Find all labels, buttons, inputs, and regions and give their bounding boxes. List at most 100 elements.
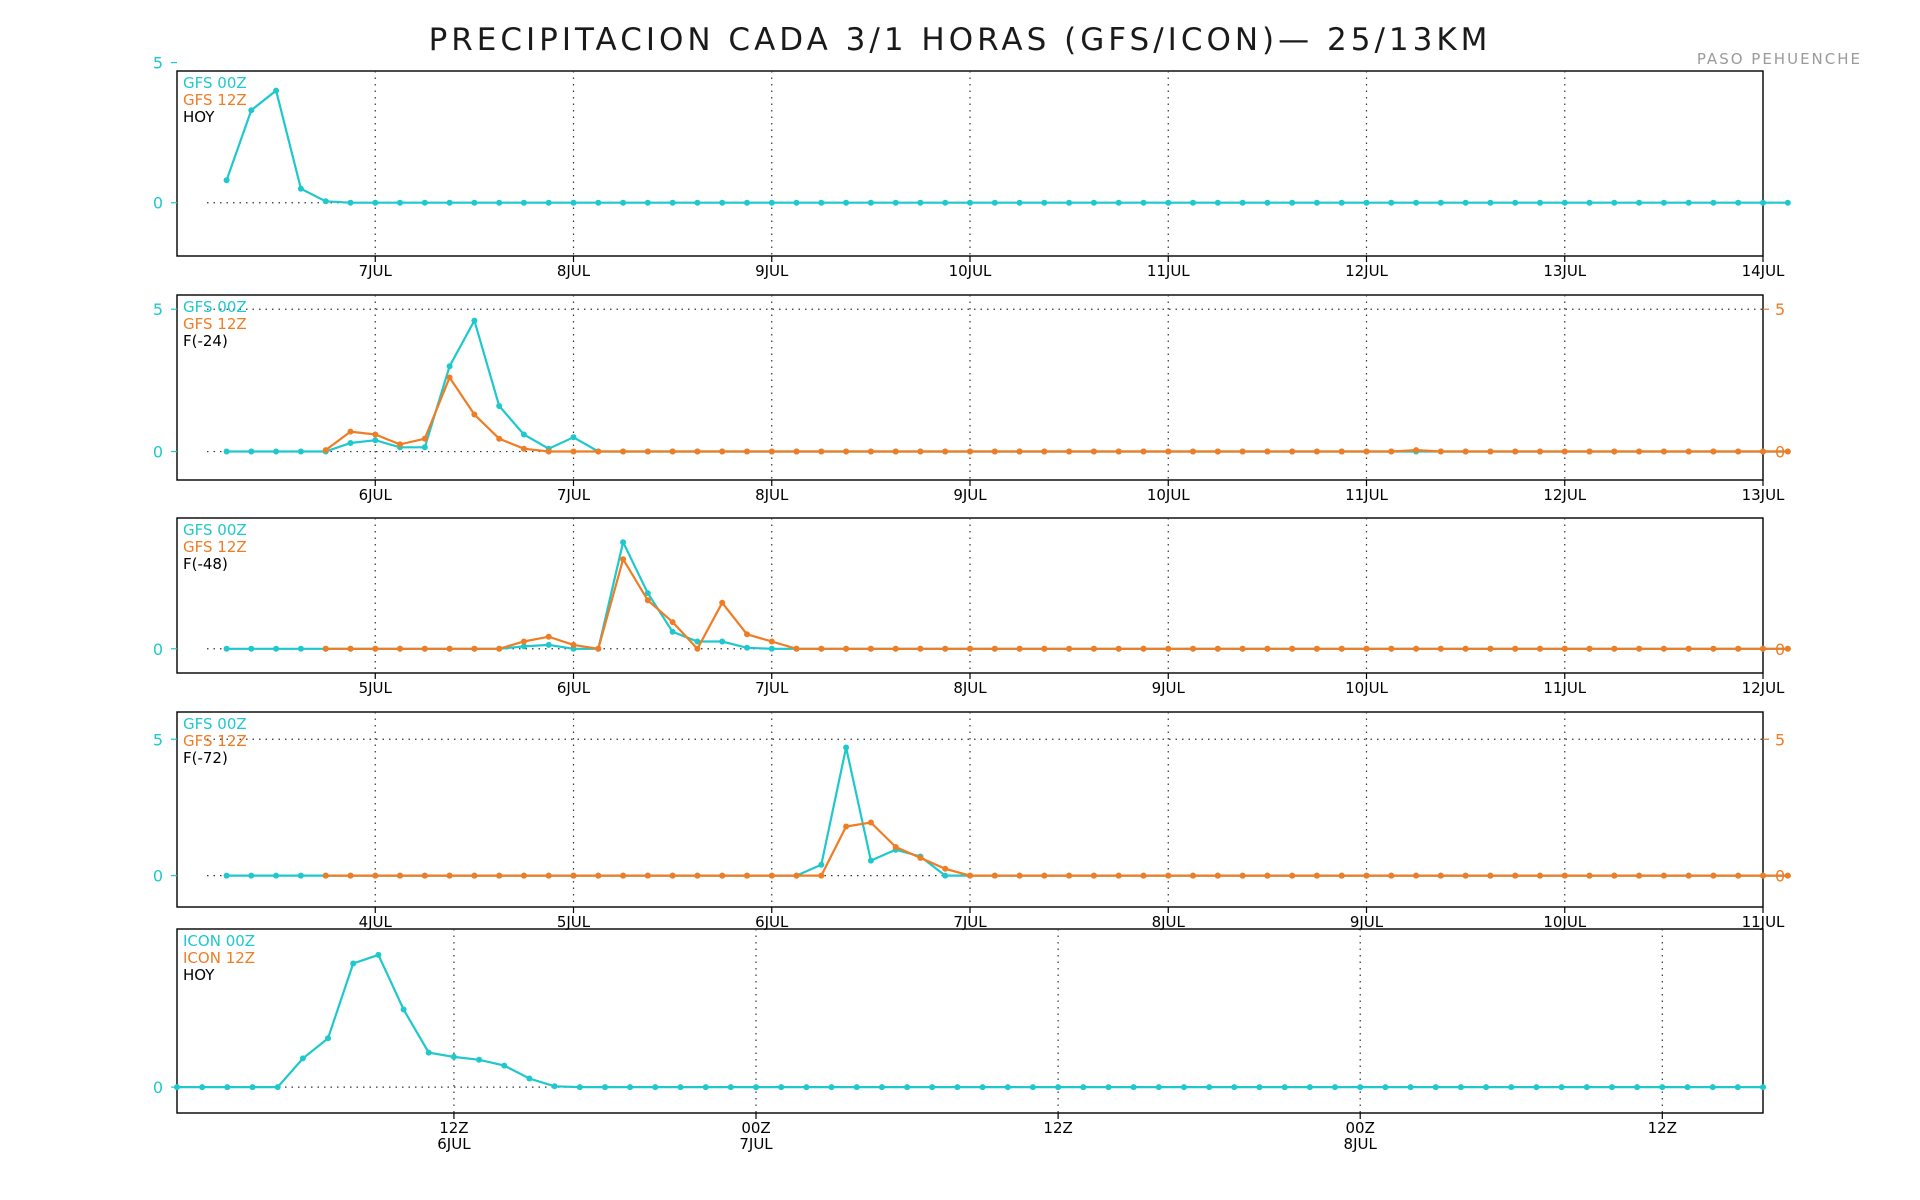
series-line-cyan	[226, 538, 1788, 650]
data-point	[828, 1084, 835, 1091]
x-tick-label-date: 6JUL	[437, 1135, 471, 1153]
data-point	[1313, 872, 1320, 879]
data-point	[372, 872, 379, 879]
data-point	[223, 872, 230, 879]
data-point	[1190, 448, 1196, 455]
data-point	[199, 1084, 206, 1091]
data-point	[520, 199, 527, 206]
data-point	[325, 1035, 331, 1042]
data-point	[917, 645, 924, 652]
data-point	[1066, 872, 1073, 879]
data-point	[299, 1055, 306, 1062]
data-point	[1090, 872, 1097, 879]
data-point	[496, 645, 503, 652]
data-point	[1537, 199, 1543, 206]
data-point	[878, 1084, 885, 1091]
data-point	[1611, 448, 1618, 455]
data-point	[694, 448, 701, 455]
panel-2: 6JUL 7JUL 8JUL 9JUL 10JUL 11JUL 12JUL 13JUL5050…	[153, 294, 1791, 504]
legend-entry: F(-48)	[183, 555, 228, 573]
data-point	[1611, 645, 1618, 652]
x-tick-label: 00Z	[1346, 1119, 1375, 1137]
data-point	[1586, 645, 1593, 652]
data-point	[904, 1084, 911, 1091]
legend-entry: GFS 12Z	[183, 91, 247, 109]
data-point	[595, 448, 602, 455]
data-point	[1055, 1084, 1062, 1091]
data-point	[273, 448, 280, 455]
legend-entry: GFS 00Z	[183, 298, 247, 316]
data-point	[1332, 1084, 1338, 1091]
data-point	[1004, 1084, 1011, 1091]
data-point	[1289, 872, 1296, 879]
data-point	[372, 199, 379, 206]
data-point	[644, 872, 651, 879]
data-point	[652, 1084, 659, 1091]
data-point	[620, 539, 627, 546]
data-point	[1660, 645, 1667, 652]
data-point	[1363, 448, 1370, 455]
data-point	[297, 872, 304, 879]
data-point	[1066, 199, 1073, 206]
x-tick-label: 7JUL	[359, 262, 393, 280]
x-tick-label: 9JUL	[1350, 913, 1384, 931]
y-tick-label-left: 5	[153, 730, 163, 749]
data-point	[1289, 645, 1296, 652]
data-point	[421, 645, 428, 652]
x-tick-label: 6JUL	[755, 913, 789, 931]
data-point	[570, 434, 577, 441]
data-point	[1140, 199, 1147, 206]
data-point	[1206, 1084, 1213, 1091]
data-point	[702, 1084, 709, 1091]
data-point	[677, 1084, 684, 1091]
data-point	[744, 199, 750, 206]
data-point	[967, 645, 973, 652]
data-point	[322, 198, 329, 205]
data-point	[223, 448, 230, 455]
data-point	[1140, 645, 1147, 652]
data-point	[520, 638, 527, 645]
data-point	[425, 1049, 432, 1056]
data-point	[1140, 448, 1147, 455]
data-point	[644, 199, 651, 206]
x-tick-label: 10JUL	[949, 262, 992, 280]
data-point	[1016, 645, 1023, 652]
data-point	[1537, 645, 1543, 652]
data-point	[867, 857, 874, 864]
legend-entry: ICON 00Z	[183, 932, 255, 950]
data-point	[991, 645, 998, 652]
data-point	[372, 431, 379, 438]
data-point	[843, 823, 850, 830]
y-tick-label-left: 5	[153, 54, 163, 73]
data-point	[1016, 872, 1023, 879]
x-tick-label: 6JUL	[557, 679, 591, 697]
data-point	[1281, 1084, 1288, 1091]
series-line-cyan	[225, 88, 1788, 204]
data-point	[1660, 199, 1667, 206]
data-point	[1016, 199, 1023, 206]
data-point	[1413, 645, 1420, 652]
legend-entry: ICON 12Z	[183, 949, 255, 967]
series-line-orange	[325, 821, 1788, 877]
data-point	[818, 861, 825, 868]
data-point	[397, 645, 403, 652]
legend-entry: GFS 12Z	[183, 732, 247, 750]
data-point	[1561, 872, 1568, 879]
data-point	[350, 960, 357, 967]
data-point	[793, 645, 800, 652]
data-point	[620, 872, 627, 879]
data-point	[1090, 199, 1097, 206]
data-point	[1413, 872, 1420, 879]
data-point	[273, 872, 280, 879]
x-tick-label: 6JUL	[359, 486, 393, 504]
data-point	[620, 556, 627, 563]
data-point	[1264, 199, 1271, 206]
x-tick-label: 12Z	[439, 1119, 468, 1137]
data-point	[1462, 645, 1469, 652]
data-point	[1407, 1084, 1414, 1091]
data-point	[1090, 645, 1097, 652]
x-tick-label: 8JUL	[1152, 913, 1186, 931]
data-point	[1685, 645, 1692, 652]
